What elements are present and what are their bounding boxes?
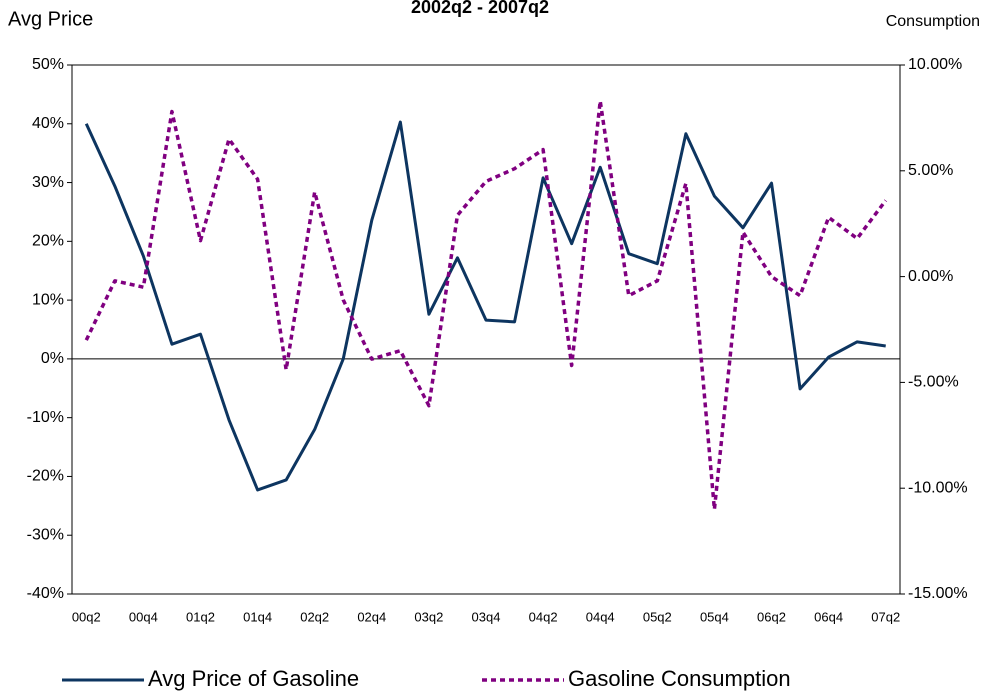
y2-tick-label: 0.00% bbox=[908, 268, 953, 285]
y-tick-label: 0% bbox=[41, 350, 64, 367]
y2-tick-label: 5.00% bbox=[908, 162, 953, 179]
x-tick-label: 00q4 bbox=[129, 609, 158, 624]
x-tick-label: 00q2 bbox=[72, 609, 101, 624]
y-tick-label: 40% bbox=[32, 115, 64, 132]
series-line bbox=[84, 120, 886, 492]
y2-tick-label: 10.00% bbox=[908, 56, 962, 73]
y-tick-label: -10% bbox=[27, 409, 64, 426]
x-tick-label: 03q4 bbox=[472, 609, 501, 624]
y-tick-label: 50% bbox=[32, 56, 64, 73]
legend-label: Gasoline Consumption bbox=[568, 666, 791, 691]
x-tick-label: 01q2 bbox=[186, 609, 215, 624]
series-line bbox=[84, 99, 888, 512]
x-tick-label: 02q2 bbox=[300, 609, 329, 624]
y-axis-title: Avg Price bbox=[8, 8, 93, 30]
x-tick-label: 03q2 bbox=[414, 609, 443, 624]
plot-frame bbox=[71, 64, 901, 595]
y2-tick-label: -10.00% bbox=[908, 479, 968, 496]
y2-axis-title: Consumption bbox=[886, 13, 980, 30]
y2-tick-label: -5.00% bbox=[908, 374, 959, 391]
y-tick-label: 30% bbox=[32, 174, 64, 191]
x-tick-label: 06q2 bbox=[757, 609, 786, 624]
legend-label: Avg Price of Gasoline bbox=[148, 666, 359, 691]
y-tick-label: -40% bbox=[27, 585, 64, 602]
x-tick-label: 06q4 bbox=[814, 609, 843, 624]
chart-title: 2002q2 - 2007q2 bbox=[411, 0, 549, 17]
x-tick-label: 04q2 bbox=[529, 609, 558, 624]
y-tick-label: -20% bbox=[27, 468, 64, 485]
y-tick-label: -30% bbox=[27, 526, 64, 543]
x-tick-label: 01q4 bbox=[243, 609, 272, 624]
x-tick-label: 05q2 bbox=[643, 609, 672, 624]
y-tick-label: 20% bbox=[32, 233, 64, 250]
x-tick-label: 04q4 bbox=[586, 609, 615, 624]
y2-tick-label: -15.00% bbox=[908, 585, 968, 602]
x-tick-label: 05q4 bbox=[700, 609, 729, 624]
y-tick-label: 10% bbox=[32, 291, 64, 308]
x-tick-label: 02q4 bbox=[357, 609, 386, 624]
x-tick-label: 07q2 bbox=[871, 609, 900, 624]
